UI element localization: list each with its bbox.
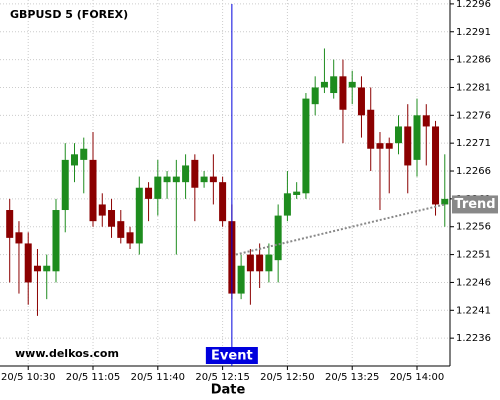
candle-body [302, 98, 310, 194]
x-tick-label: 20/5 13:25 [325, 372, 379, 383]
y-tick-label: 1.2256 [456, 222, 491, 233]
x-tick-label: 20/5 12:15 [195, 372, 249, 383]
candle-body [89, 159, 97, 222]
event-label: Event [211, 349, 253, 364]
watermark: www.delkos.com [15, 347, 119, 360]
candle-body [15, 232, 23, 244]
candle-body [330, 76, 338, 94]
candle-body [172, 176, 180, 183]
candle-body [117, 221, 125, 238]
candle-body [191, 159, 199, 188]
x-tick-label: 20/5 11:05 [66, 372, 120, 383]
candle-body [339, 76, 347, 110]
candle-body [80, 148, 88, 160]
candle-body [70, 154, 78, 166]
candle-body [357, 87, 365, 116]
x-tick-label: 20/5 10:30 [1, 372, 55, 383]
x-tick-label: 20/5 14:00 [390, 372, 444, 383]
x-tick-label: 20/5 11:40 [131, 372, 185, 383]
candle-body [43, 265, 51, 272]
candle-body [441, 198, 449, 205]
y-tick-label: 1.2296 [456, 0, 491, 10]
candle-body [394, 126, 402, 144]
y-tick-label: 1.2291 [456, 27, 491, 38]
y-tick-label: 1.2251 [456, 250, 491, 261]
candle-body [219, 182, 227, 222]
candle-body [145, 187, 153, 199]
candle-body [367, 109, 375, 149]
candle-body [154, 176, 162, 199]
candle-body [385, 143, 393, 149]
candle-body [135, 187, 143, 244]
trend-label: Trend [454, 197, 495, 212]
candle-body [293, 191, 301, 195]
candle-body [33, 265, 41, 272]
candle-body [237, 265, 245, 294]
candle-body [108, 210, 116, 227]
y-tick-label: 1.2246 [456, 277, 491, 288]
candle-body [432, 126, 440, 205]
candle-body [163, 176, 171, 183]
candle-body [274, 215, 282, 261]
x-axis-title: Date [211, 383, 246, 398]
y-tick-label: 1.2281 [456, 82, 491, 93]
candle-body [376, 143, 384, 149]
candle-body [283, 193, 291, 216]
candle-body [126, 232, 134, 244]
candle-body [311, 87, 319, 105]
y-tick-label: 1.2236 [456, 333, 491, 344]
candle-body [413, 115, 421, 160]
candle-body [182, 165, 190, 183]
candle-body [52, 210, 60, 272]
candle-body [320, 81, 328, 88]
y-tick-label: 1.2266 [456, 166, 491, 177]
x-tick-label: 20/5 12:50 [260, 372, 314, 383]
candle-body [348, 81, 356, 88]
candle-body [98, 204, 106, 216]
candle-body [265, 254, 273, 272]
event-label-box [205, 347, 258, 364]
trend-label-box [452, 195, 498, 214]
candle-body [256, 254, 264, 272]
y-tick-label: 1.2241 [456, 305, 491, 316]
y-tick-label: 1.2271 [456, 138, 491, 149]
candle-body [61, 159, 69, 211]
candle-body [6, 210, 14, 238]
y-tick-label: 1.2276 [456, 110, 491, 121]
candle-body [246, 254, 254, 272]
candle-body [404, 126, 412, 166]
candle-body [24, 243, 32, 283]
y-tick-label: 1.2286 [456, 55, 491, 66]
candle-body [209, 176, 217, 183]
candle-body [422, 115, 430, 127]
chart-title: GBPUSD 5 (FOREX) [10, 8, 128, 21]
candle-body [200, 176, 208, 183]
